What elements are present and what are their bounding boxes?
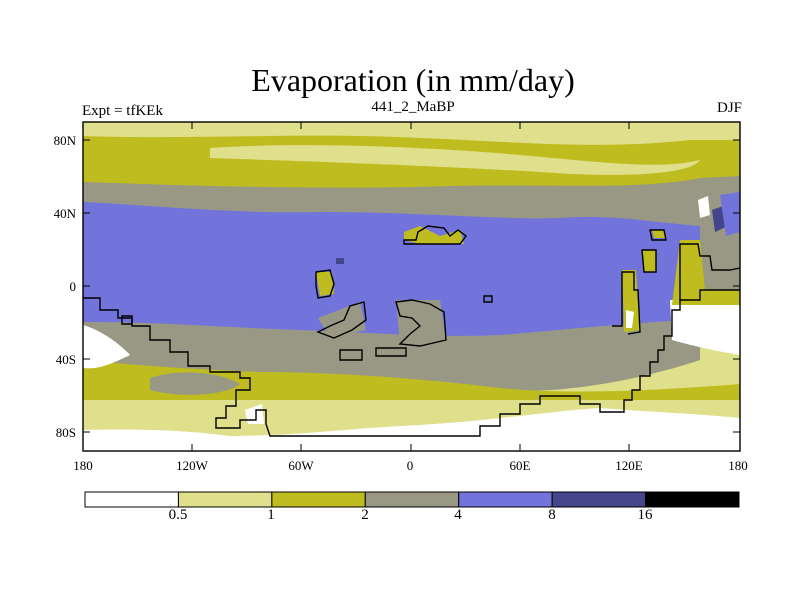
colorbar-box [84,491,179,508]
field-africa-white [626,310,634,328]
lon-label-60w: 60W [288,458,314,473]
lon-label-60e: 60E [509,458,531,473]
field-island-1 [404,226,464,244]
lat-label-0: 0 [69,279,77,294]
field-white-antarctica [83,408,740,451]
colorbar-label-2: 2 [361,507,369,523]
lat-label-80s: 80S [55,425,76,440]
colorbar-box [271,491,366,508]
season-label: DJF [716,100,742,116]
lat-label-80n: 80N [53,133,76,148]
outline-island-5 [395,299,447,347]
continent-outlines [83,225,741,437]
field-blue-south [83,290,690,336]
lon-label-120e: 120E [615,458,643,473]
field-east-continent [672,240,740,305]
field-olive-south [83,360,740,410]
field-light-patch-north [210,145,700,175]
outline-island-8 [375,347,407,357]
outline-south-america [83,289,740,437]
field-island-5 [396,300,446,345]
lat-label-40s: 40S [55,352,76,367]
outline-island-4 [649,229,667,241]
outline-island-3 [641,249,657,273]
lon-label-180e: 180 [728,458,748,473]
colorbar-label-4: 4 [454,507,462,523]
map-field [83,122,740,451]
colorbar-box [645,491,740,508]
outline-island-10 [121,315,133,325]
period-label: 441_2_MaBP [371,99,455,115]
outline-africa [612,271,641,335]
outline-island-9 [483,295,493,303]
lon-label-0: 0 [406,458,414,473]
field-island-2 [316,272,334,296]
field-antarctica-white-spot [245,404,264,424]
outline-island-1 [403,225,467,245]
lon-label-120w: 120W [176,458,208,473]
outline-east-continent [679,243,741,300]
colorbar [84,491,740,508]
colorbar-label-1: 1 [267,507,275,523]
map-title: Evaporation (in mm/day) [251,62,575,98]
outline-island-2 [315,269,335,299]
experiment-label: Expt = tfKEk [82,103,163,119]
colorbar-label-16: 16 [637,507,653,523]
field-island-dark [336,258,344,264]
field-white-nw [698,196,710,218]
field-island-4 [652,230,666,238]
colorbar-label-0-5: 0.5 [168,507,188,523]
colorbar-box [364,491,460,508]
colorbar-label-8: 8 [548,507,556,523]
lat-label-40n: 40N [53,206,76,221]
colorbar-box [458,491,553,508]
colorbar-box [551,491,647,508]
axis-ticks [83,122,740,451]
field-gray-south-patch [150,372,240,395]
lon-label-180w: 180 [73,458,93,473]
field-island-3 [642,250,656,272]
outline-island-6 [316,301,367,339]
field-blue-ne [720,192,740,236]
field-white-east [670,300,740,355]
outline-island-7 [339,349,363,361]
field-white-sw [83,325,130,369]
colorbar-box [177,491,273,508]
field-blue-band [83,202,700,300]
